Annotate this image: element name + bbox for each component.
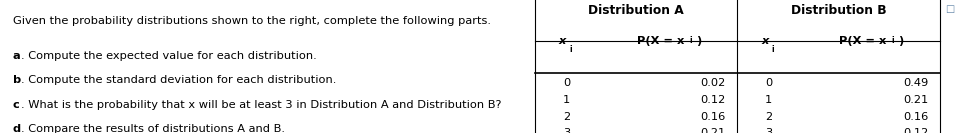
Text: . What is the probability that x will be at least 3 in Distribution A and Distri: . What is the probability that x will be…: [21, 100, 502, 110]
Text: . Compute the expected value for each distribution.: . Compute the expected value for each di…: [21, 51, 317, 61]
Text: b: b: [13, 75, 21, 85]
Text: 0.16: 0.16: [700, 112, 726, 122]
Text: 0.02: 0.02: [700, 78, 726, 88]
Text: x: x: [761, 36, 769, 46]
Text: P(X = x: P(X = x: [839, 36, 887, 46]
Text: P(X = x: P(X = x: [637, 36, 685, 46]
Text: i: i: [689, 36, 691, 45]
Text: ): ): [696, 36, 701, 46]
Text: . Compute the standard deviation for each distribution.: . Compute the standard deviation for eac…: [21, 75, 337, 85]
Text: 3: 3: [563, 128, 571, 133]
Text: 2: 2: [765, 112, 773, 122]
Text: 0.21: 0.21: [903, 95, 928, 105]
Text: 0.12: 0.12: [903, 128, 928, 133]
Text: 1: 1: [765, 95, 773, 105]
Text: □: □: [945, 4, 954, 14]
Text: Distribution B: Distribution B: [791, 4, 886, 17]
Text: ): ): [898, 36, 903, 46]
Text: 3: 3: [765, 128, 773, 133]
Text: a: a: [13, 51, 20, 61]
Text: 0.12: 0.12: [700, 95, 726, 105]
Text: c: c: [13, 100, 19, 110]
Text: 0: 0: [765, 78, 773, 88]
Text: x: x: [559, 36, 567, 46]
Text: 0.21: 0.21: [700, 128, 726, 133]
Text: 1: 1: [563, 95, 571, 105]
Text: 0.16: 0.16: [903, 112, 928, 122]
Text: i: i: [892, 36, 894, 45]
Text: i: i: [772, 45, 775, 54]
Text: 0.49: 0.49: [903, 78, 928, 88]
Text: 0: 0: [563, 78, 571, 88]
Text: Distribution A: Distribution A: [588, 4, 684, 17]
Text: . Compare the results of distributions A and B.: . Compare the results of distributions A…: [21, 124, 285, 133]
Text: i: i: [570, 45, 572, 54]
Text: Given the probability distributions shown to the right, complete the following p: Given the probability distributions show…: [13, 16, 490, 26]
Text: d: d: [13, 124, 20, 133]
Text: 2: 2: [563, 112, 571, 122]
